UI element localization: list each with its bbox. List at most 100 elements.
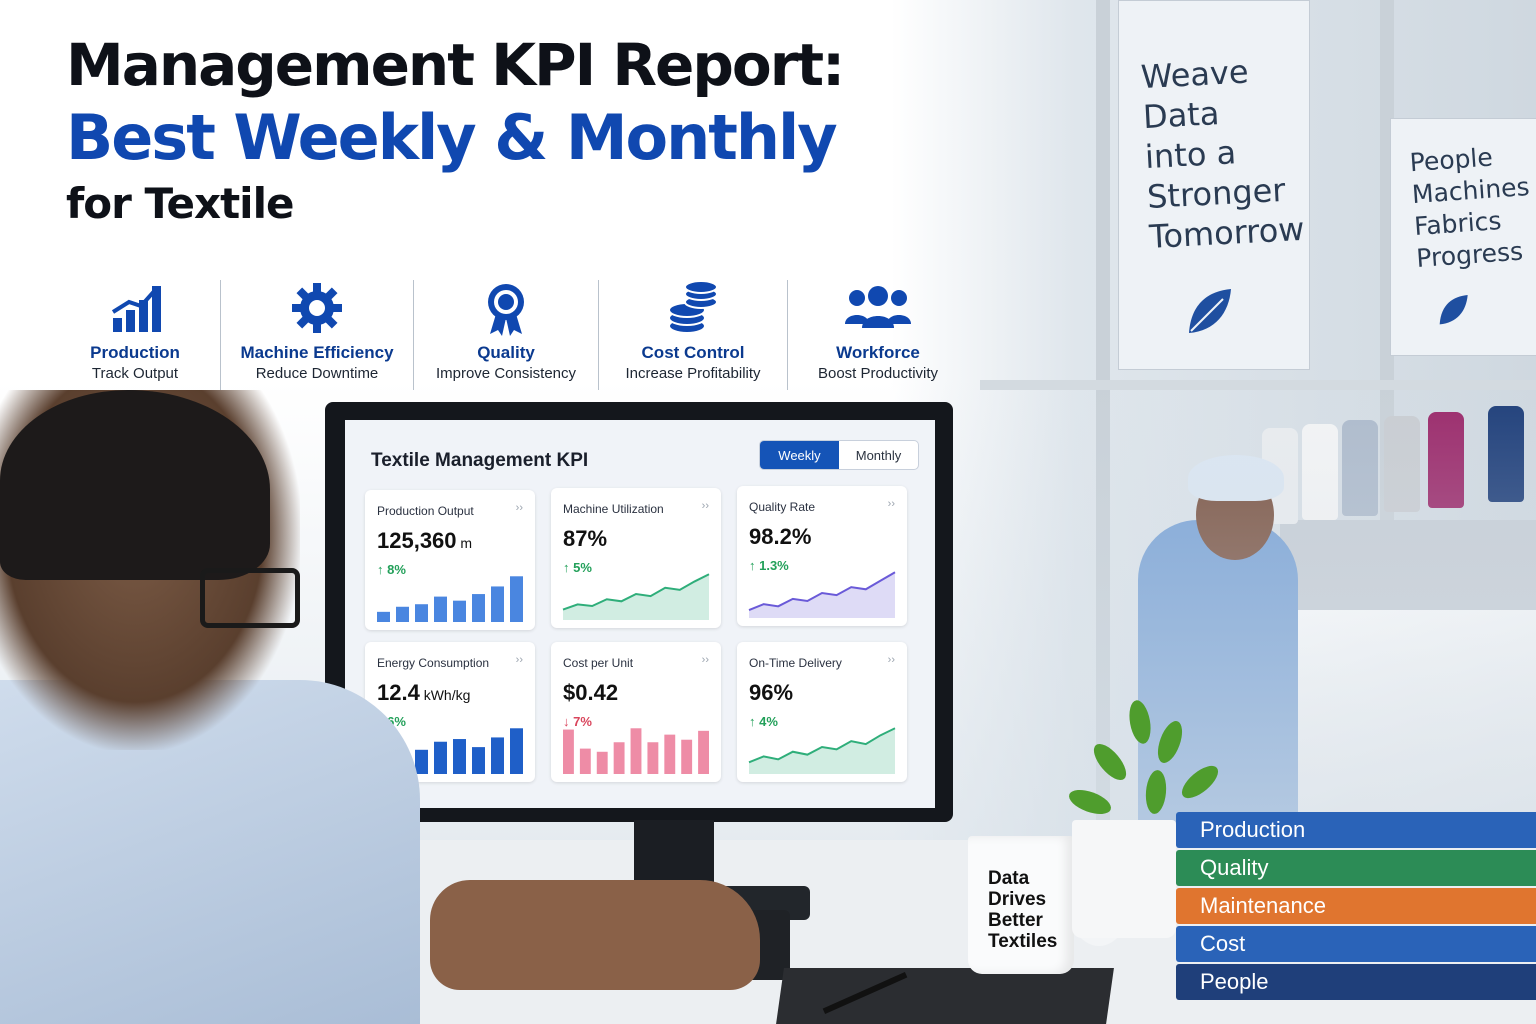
feature-label: Machine Efficiency bbox=[240, 343, 394, 362]
notebook bbox=[776, 968, 1114, 1024]
kpi-delta: ↓ 7% bbox=[563, 714, 592, 729]
kpi-value: 12.4 kWh/kg bbox=[377, 680, 471, 705]
book: Quality bbox=[1176, 850, 1536, 886]
person-hand bbox=[430, 880, 760, 990]
bar-chart-icon bbox=[111, 286, 161, 332]
kpi-value: 87% bbox=[563, 526, 608, 551]
chart-bar bbox=[613, 742, 625, 774]
chart-bar bbox=[563, 729, 574, 774]
expand-icon[interactable]: ›› bbox=[887, 654, 895, 666]
book: Production bbox=[1176, 812, 1536, 848]
chart-bar bbox=[377, 611, 390, 622]
coffee-mug bbox=[968, 836, 1074, 974]
kpi-label: On-Time Delivery bbox=[749, 656, 842, 670]
kpi-label: Machine Utilization bbox=[563, 502, 664, 516]
feature-cost-control: Cost Control Increase Profitability bbox=[599, 280, 788, 390]
gear-icon bbox=[292, 283, 342, 333]
chart-bar bbox=[415, 604, 428, 622]
book: People bbox=[1176, 964, 1536, 1000]
plant-pot bbox=[1072, 820, 1176, 938]
tab-weekly[interactable]: Weekly bbox=[760, 441, 839, 469]
feature-label: Workforce bbox=[836, 343, 920, 362]
expand-icon[interactable]: ›› bbox=[701, 500, 709, 512]
kpi-value: $0.42 bbox=[563, 680, 619, 705]
chart-bar bbox=[491, 586, 504, 622]
leaf-icon bbox=[1189, 289, 1231, 333]
chart-bar bbox=[510, 728, 523, 774]
kpi-sparkline bbox=[748, 571, 896, 618]
kpi-delta: ↑ 5% bbox=[563, 560, 592, 575]
chart-bar bbox=[491, 737, 504, 774]
kpi-label: Cost per Unit bbox=[563, 656, 634, 670]
chart-bar bbox=[510, 576, 523, 622]
kpi-unit: m bbox=[456, 535, 473, 551]
kpi-label: Production Output bbox=[377, 504, 474, 518]
kpi-dashboard: Textile Management KPI Weekly Monthly Pr… bbox=[345, 420, 935, 808]
chart-bar bbox=[647, 742, 659, 774]
banner-weave-data: Weave Data into a Stronger Tomorrow bbox=[1118, 0, 1310, 370]
expand-icon[interactable]: ›› bbox=[515, 654, 523, 666]
chart-area bbox=[749, 728, 895, 774]
feature-sub: Track Output bbox=[91, 365, 179, 382]
chart-bar bbox=[453, 600, 466, 622]
dashboard-title: Textile Management KPI bbox=[371, 450, 589, 471]
chart-line bbox=[748, 727, 896, 764]
chart-bar bbox=[664, 734, 676, 774]
chart-area bbox=[749, 572, 895, 618]
chart-bar bbox=[453, 739, 466, 774]
kpi-sparkline bbox=[562, 573, 710, 620]
kpi-value: 125,360 m bbox=[377, 528, 473, 553]
feature-label: Quality bbox=[477, 343, 535, 362]
coin-stack-icon bbox=[668, 280, 718, 334]
banner-text: People Machines Fabrics Progress bbox=[1408, 142, 1531, 273]
person-hair bbox=[0, 390, 270, 580]
chart-bar bbox=[396, 606, 409, 622]
chart-bar bbox=[472, 594, 485, 622]
feature-sub: Increase Profitability bbox=[625, 365, 761, 382]
feature-machine-efficiency: Machine Efficiency Reduce Downtime bbox=[221, 280, 414, 390]
chart-bar bbox=[472, 747, 485, 774]
feature-strip: Production Track Output Machine Efficien… bbox=[50, 280, 980, 390]
kpi-card[interactable]: On-Time Delivery ›› 96% ↑ 4% bbox=[737, 642, 907, 782]
kpi-delta: ↑ 1.3% bbox=[749, 558, 789, 573]
chart-bar bbox=[596, 751, 608, 774]
person-glasses bbox=[200, 568, 300, 628]
banner-people-machines: People Machines Fabrics Progress bbox=[1390, 118, 1536, 356]
headline-line-3: for Textile bbox=[66, 179, 294, 228]
period-toggle: Weekly Monthly bbox=[759, 440, 919, 470]
award-ribbon-icon bbox=[488, 284, 524, 336]
feature-workforce: Workforce Boost Productivity bbox=[788, 280, 968, 390]
expand-icon[interactable]: ›› bbox=[701, 654, 709, 666]
expand-icon[interactable]: ›› bbox=[515, 502, 523, 514]
kpi-label: Quality Rate bbox=[749, 500, 816, 514]
book: Cost bbox=[1176, 926, 1536, 962]
headline: Management KPI Report: Best Weekly & Mon… bbox=[66, 30, 845, 232]
people-group-icon bbox=[845, 286, 911, 328]
feature-sub: Boost Productivity bbox=[817, 365, 939, 382]
feature-quality: Quality Improve Consistency bbox=[414, 280, 599, 390]
expand-icon[interactable]: ›› bbox=[887, 498, 895, 510]
chart-bar bbox=[698, 730, 709, 774]
book: Maintenance bbox=[1176, 888, 1536, 924]
feature-production: Production Track Output bbox=[50, 280, 221, 390]
mug-text: Data Drives Better Textiles bbox=[988, 868, 1058, 952]
kpi-card[interactable]: Machine Utilization ›› 87% ↑ 5% bbox=[551, 488, 721, 628]
kpi-card[interactable]: Quality Rate ›› 98.2% ↑ 1.3% bbox=[737, 486, 907, 626]
kpi-sparkline bbox=[748, 727, 896, 774]
chart-line bbox=[562, 573, 710, 611]
headline-line-1: Management KPI Report: bbox=[66, 31, 845, 99]
kpi-value: 96% bbox=[749, 680, 794, 705]
chart-bar bbox=[579, 748, 591, 774]
chart-bar bbox=[434, 596, 447, 622]
feature-sub: Reduce Downtime bbox=[255, 365, 379, 382]
kpi-card[interactable]: Production Output ›› 125,360 m ↑ 8% bbox=[365, 490, 535, 630]
kpi-card[interactable]: Cost per Unit ›› $0.42 ↓ 7% bbox=[551, 642, 721, 782]
chart-area bbox=[563, 574, 709, 620]
banner-text: Weave Data into a Stronger Tomorrow bbox=[1139, 52, 1306, 256]
chart-bar bbox=[681, 739, 693, 774]
feature-label: Cost Control bbox=[641, 343, 745, 362]
kpi-label: Energy Consumption bbox=[377, 656, 490, 670]
kpi-delta: ↑ 4% bbox=[749, 714, 778, 729]
feature-sub: Improve Consistency bbox=[435, 365, 577, 382]
tab-monthly[interactable]: Monthly bbox=[855, 447, 902, 463]
